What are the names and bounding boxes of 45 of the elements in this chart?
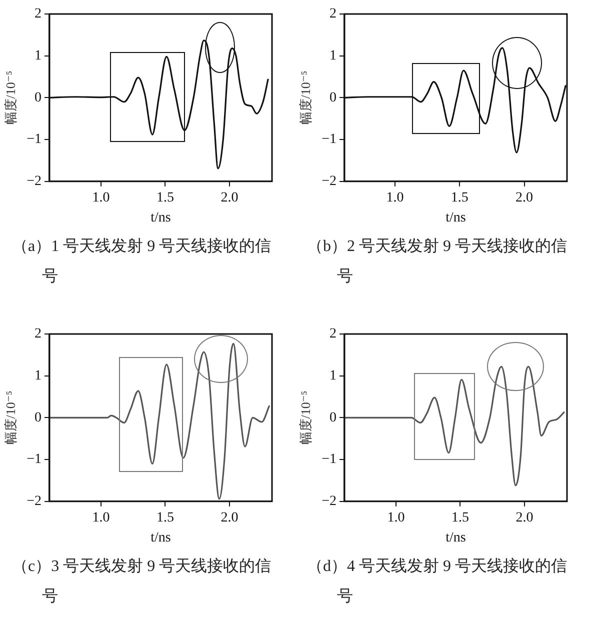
y-tick-label: −1 (322, 452, 336, 468)
x-tick-label: 2.0 (220, 190, 238, 206)
y-axis-title: 幅度/10⁻⁵ (3, 390, 18, 445)
y-tick-label: −1 (26, 132, 42, 148)
text: （d）4 号天线发射 9 号天线接收的信号 (307, 556, 568, 607)
text: （c）3 号天线发射 9 号天线接收的信号 (12, 556, 272, 607)
x-axis-title: t/ns (150, 210, 171, 226)
y-tick-label: 1 (329, 48, 336, 64)
line-series (344, 366, 566, 486)
text: （b）2 号天线发射 9 号天线接收的信号 (307, 236, 568, 287)
x-tick-label: 1.5 (450, 190, 468, 206)
x-tick-label: 1.0 (92, 510, 110, 526)
y-tick-label: −2 (26, 494, 42, 510)
y-tick-label: −2 (322, 494, 336, 510)
x-tick-label: 1.5 (156, 510, 174, 526)
y-tick-label: 2 (329, 326, 336, 342)
y-tick-label: 1 (34, 368, 42, 384)
y-tick-label: −1 (26, 452, 42, 468)
x-tick-label: 1.5 (452, 510, 469, 526)
text: （a）1 号天线发射 9 号天线接收的信号 (12, 236, 272, 287)
y-axis-title: 幅度/10⁻⁵ (3, 70, 18, 125)
y-tick-label: 1 (329, 368, 336, 384)
y-tick-label: 0 (34, 90, 42, 106)
y-axis-title: 幅度/10⁻⁵ (298, 390, 314, 445)
x-tick-label: 1.0 (386, 190, 404, 206)
y-tick-label: 0 (329, 90, 336, 106)
y-tick-label: 2 (329, 6, 336, 22)
x-axis-title: t/ns (446, 530, 466, 546)
y-tick-label: −1 (322, 132, 336, 148)
x-axis-title: t/ns (446, 210, 466, 226)
x-tick-label: 2.0 (220, 510, 238, 526)
y-tick-label: −2 (322, 174, 336, 190)
y-axis-title: 幅度/10⁻⁵ (298, 70, 314, 125)
x-tick-label: 2.0 (516, 510, 534, 526)
x-tick-label: 1.0 (92, 190, 110, 206)
y-tick-label: 1 (34, 48, 42, 64)
x-tick-label: 2.0 (516, 190, 534, 206)
y-tick-label: 2 (34, 6, 42, 22)
x-tick-label: 1.5 (156, 190, 174, 206)
x-axis-title: t/ns (150, 530, 171, 546)
y-tick-label: 0 (329, 410, 336, 426)
x-tick-label: 1.0 (387, 510, 405, 526)
y-tick-label: 0 (34, 410, 42, 426)
y-tick-label: 2 (34, 326, 42, 342)
y-tick-label: −2 (26, 174, 42, 190)
